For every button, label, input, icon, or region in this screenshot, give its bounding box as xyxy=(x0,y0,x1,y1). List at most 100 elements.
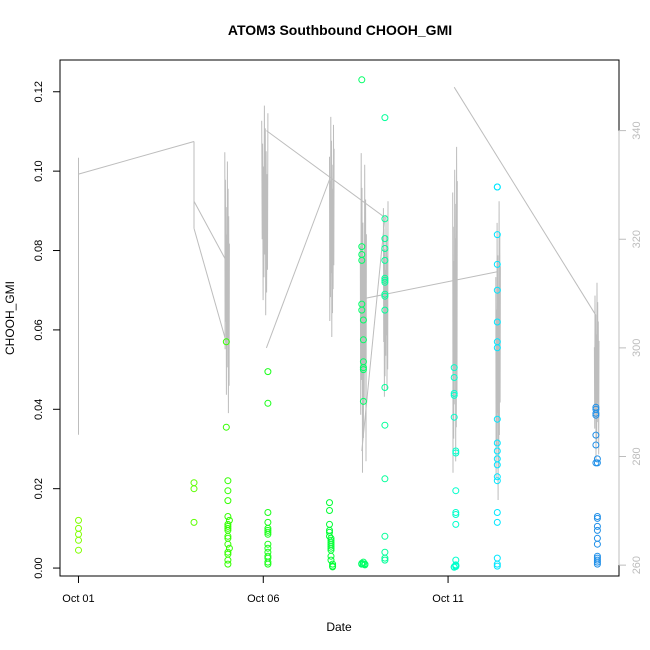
data-point xyxy=(450,364,458,372)
data-point xyxy=(381,215,389,223)
data-point xyxy=(593,534,601,542)
x-tick-label: Oct 01 xyxy=(62,593,94,605)
data-point xyxy=(224,513,232,520)
data-point xyxy=(493,518,501,526)
data-point xyxy=(327,556,335,564)
y2-tick-label: 320 xyxy=(631,230,643,248)
data-point xyxy=(224,532,232,540)
line-spike-cluster xyxy=(329,116,335,338)
data-point xyxy=(381,256,389,264)
data-point xyxy=(224,560,232,568)
x-axis: Oct 01 Oct 06 Oct 11 xyxy=(62,575,464,605)
data-point xyxy=(381,278,389,286)
data-point xyxy=(358,76,366,84)
data-point xyxy=(450,391,458,399)
data-point xyxy=(327,542,335,550)
line-spike-cluster xyxy=(495,201,501,501)
data-point xyxy=(593,459,601,467)
data-point xyxy=(264,526,272,534)
data-point xyxy=(358,306,366,314)
data-point xyxy=(450,563,458,571)
data-point xyxy=(593,558,601,566)
y-tick-label: 0.08 xyxy=(33,240,45,261)
data-point xyxy=(593,556,601,564)
data-point xyxy=(358,243,366,251)
left-y-axis: 0.00 0.02 0.04 0.06 0.08 0.10 0.12 xyxy=(33,81,61,579)
data-point xyxy=(75,516,82,524)
y-tick-label: 0.04 xyxy=(33,399,45,420)
data-point xyxy=(358,559,366,567)
data-point xyxy=(493,509,501,516)
data-point xyxy=(224,487,232,495)
data-point xyxy=(493,562,501,570)
data-point xyxy=(359,336,367,344)
data-point xyxy=(264,558,272,566)
data-point xyxy=(224,497,232,505)
data-point xyxy=(493,318,501,326)
data-point xyxy=(493,183,501,191)
data-point xyxy=(493,473,501,481)
line-spike-cluster xyxy=(382,201,389,397)
y-tick-label: 0.12 xyxy=(33,81,45,102)
data-point xyxy=(452,449,460,457)
data-point xyxy=(450,389,458,397)
data-point xyxy=(493,344,501,352)
data-point xyxy=(381,384,389,391)
data-point xyxy=(222,338,230,346)
data-point xyxy=(75,524,82,532)
data-point xyxy=(450,413,458,421)
data-point xyxy=(75,536,82,544)
data-point xyxy=(264,544,272,552)
data-point xyxy=(224,548,232,556)
data-point xyxy=(326,499,333,507)
data-point xyxy=(452,447,460,455)
y-tick-label: 0.10 xyxy=(33,160,45,181)
data-point xyxy=(381,274,389,282)
line-segment xyxy=(193,228,227,343)
x-tick-label: Oct 11 xyxy=(432,593,464,605)
plot-frame xyxy=(59,59,620,577)
data-point xyxy=(592,411,600,419)
data-point xyxy=(327,544,335,552)
x-axis-label: Date xyxy=(326,620,352,634)
data-point xyxy=(359,316,367,324)
data-point xyxy=(452,562,460,570)
data-point xyxy=(75,530,82,538)
data-point xyxy=(264,540,272,548)
data-point xyxy=(381,292,389,300)
data-point xyxy=(264,368,272,376)
data-point xyxy=(224,477,232,485)
data-point xyxy=(326,507,333,514)
data-point xyxy=(359,364,367,372)
data-point xyxy=(329,563,337,571)
line-segment xyxy=(453,86,597,316)
data-point xyxy=(381,554,389,562)
data-point xyxy=(381,276,389,284)
data-point xyxy=(593,522,601,530)
data-point xyxy=(493,477,501,485)
data-point xyxy=(327,552,335,560)
data-point xyxy=(329,560,337,568)
y-tick-label: 0.02 xyxy=(33,478,45,499)
line-spike-cluster xyxy=(452,146,458,473)
data-point xyxy=(358,256,366,264)
data-point xyxy=(452,520,460,528)
data-point xyxy=(264,509,272,516)
data-point xyxy=(452,509,460,516)
data-point xyxy=(381,548,389,556)
data-point xyxy=(264,399,272,407)
data-point xyxy=(381,475,389,483)
data-point xyxy=(359,366,367,374)
x-tick-label: Oct 06 xyxy=(247,593,279,605)
data-point xyxy=(493,554,501,562)
data-point xyxy=(493,415,501,423)
line-spike-cluster xyxy=(593,282,600,461)
data-point xyxy=(593,513,601,520)
y2-tick-label: 300 xyxy=(631,339,643,357)
data-point xyxy=(593,540,601,548)
line-spike-cluster xyxy=(224,152,230,414)
data-point xyxy=(593,514,601,522)
data-point xyxy=(224,540,232,548)
data-point xyxy=(264,560,272,568)
data-point xyxy=(381,421,389,429)
